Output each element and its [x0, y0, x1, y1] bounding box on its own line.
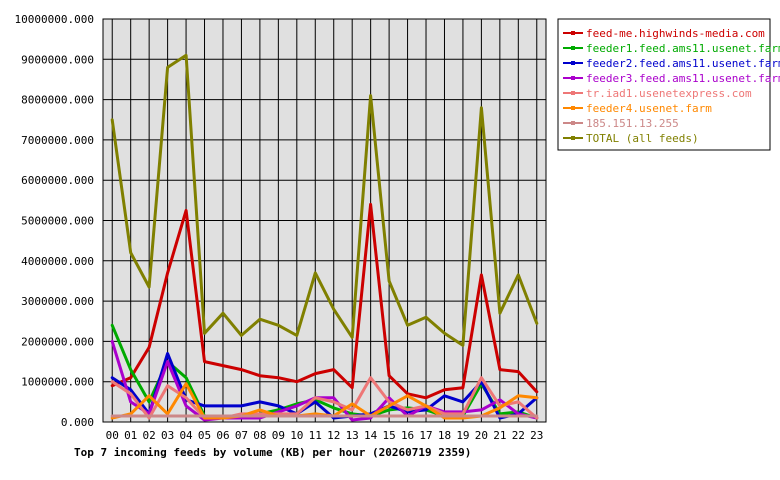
series-line-8: [110, 53, 539, 347]
legend-marker: [571, 61, 575, 65]
x-tick-label: 17: [419, 429, 432, 442]
x-tick-label: 00: [106, 429, 119, 442]
legend-entries: feed-me.highwinds-media.com feeder1.feed.…: [563, 27, 780, 145]
x-tick-label: 09: [272, 429, 285, 442]
y-tick-labels: 0.000 1000000.000 2000000.000 3000000.000 40…: [15, 13, 94, 429]
legend-label: 185.151.13.255: [586, 117, 679, 130]
legend-marker: [571, 31, 575, 35]
series-lines: [110, 53, 539, 422]
y-tick-label: 9000000.000: [21, 53, 94, 66]
y-tick-label: 2000000.000: [21, 335, 94, 348]
legend-label: TOTAL (all feeds): [586, 132, 699, 145]
x-tick-label: 14: [364, 429, 378, 442]
x-tick-label: 07: [235, 429, 248, 442]
y-tick-label: 4000000.000: [21, 255, 94, 268]
legend-marker: [571, 76, 575, 80]
x-tick-labels: 00 01 02 03 04 05 06 07 08 09 10 11 12 13 14 15 16 17 18 19…: [106, 429, 544, 442]
legend-label: feeder4.usenet.farm: [586, 102, 712, 115]
legend-marker: [571, 106, 575, 110]
legend-label: feeder2.feed.ams11.usenet.farm: [586, 57, 780, 70]
x-tick-label: 16: [401, 429, 414, 442]
x-tick-label: 01: [124, 429, 137, 442]
legend-label: feeder1.feed.ams11.usenet.farm: [586, 42, 780, 55]
x-tick-label: 10: [290, 429, 303, 442]
x-tick-label: 12: [327, 429, 340, 442]
x-tick-label: 11: [309, 429, 322, 442]
x-tick-label: 05: [198, 429, 211, 442]
x-tick-label: 06: [216, 429, 229, 442]
x-tick-label: 02: [143, 429, 156, 442]
x-tick-label: 13: [346, 429, 359, 442]
y-tick-label: 7000000.000: [21, 134, 94, 147]
legend-box: [557, 18, 771, 151]
series-line-1: [110, 202, 539, 400]
grid-lines: [103, 19, 546, 422]
legend-label: tr.iad1.usenetexpress.com: [586, 87, 752, 100]
legend-marker: [571, 136, 575, 140]
legend-label: feed-me.highwinds-media.com: [586, 27, 765, 40]
x-tick-label: 19: [456, 429, 469, 442]
x-tick-label: 21: [493, 429, 506, 442]
legend-label: feeder3.feed.ams11.usenet.farm: [586, 72, 780, 85]
legend: feed-me.highwinds-media.com feeder1.feed.…: [557, 18, 780, 151]
legend-marker: [571, 46, 575, 50]
y-tick-label: 8000000.000: [21, 94, 94, 107]
series-line-3: [110, 352, 539, 420]
y-tick-label: 0.000: [61, 416, 94, 429]
series-line-4: [110, 339, 539, 422]
x-tick-label: 20: [475, 429, 488, 442]
y-tick-label: 10000000.000: [15, 13, 94, 26]
x-tick-label: 18: [438, 429, 451, 442]
x-tick-label: 03: [161, 429, 174, 442]
x-tick-label: 15: [382, 429, 395, 442]
x-tick-label: 23: [530, 429, 543, 442]
legend-marker: [571, 121, 575, 125]
x-tick-label: 08: [253, 429, 266, 442]
y-tick-label: 1000000.000: [21, 376, 94, 389]
chart-title: Top 7 incoming feeds by volume (KB) per …: [74, 446, 471, 459]
y-tick-label: 6000000.000: [21, 174, 94, 187]
y-tick-label: 3000000.000: [21, 295, 94, 308]
series-line-5: [110, 376, 539, 420]
x-tick-label: 22: [512, 429, 525, 442]
x-tick-label: 04: [179, 429, 193, 442]
legend-marker: [571, 91, 575, 95]
y-tick-label: 5000000.000: [21, 215, 94, 228]
